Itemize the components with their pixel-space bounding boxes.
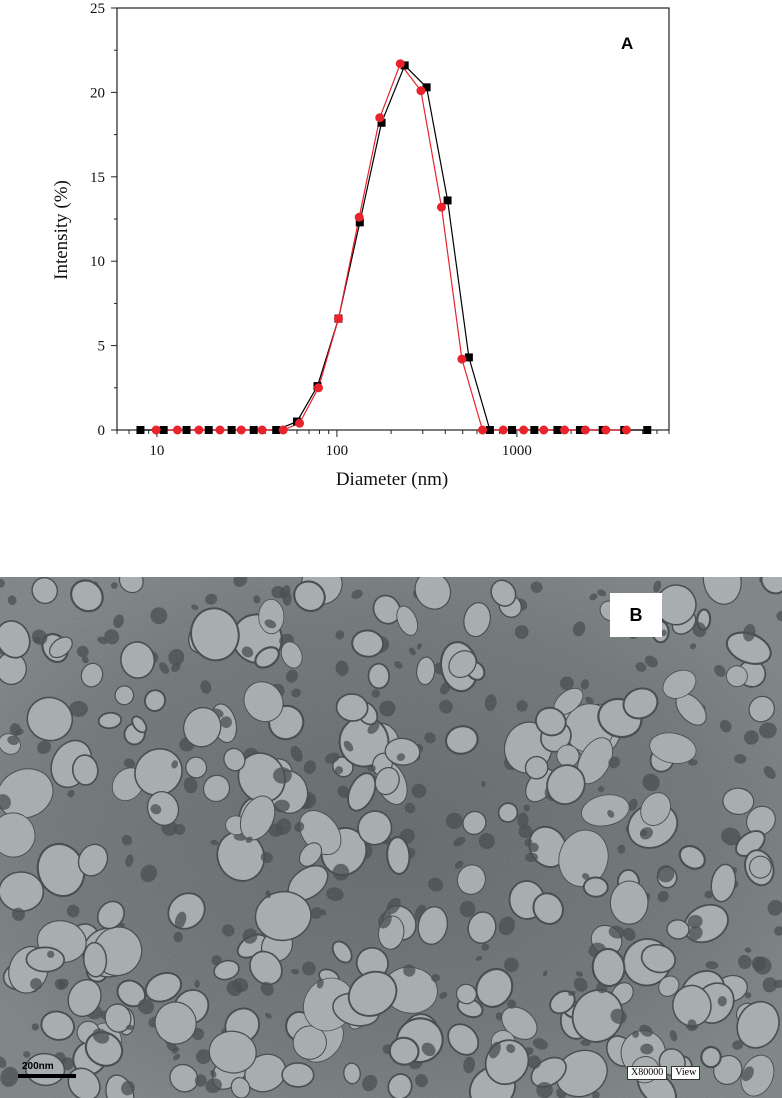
data-point-series-2 [477, 425, 487, 435]
x-tick-label: 10 [149, 443, 164, 459]
data-point-series-2 [151, 425, 161, 435]
x-axis-title: Diameter (nm) [336, 469, 448, 490]
size-distribution-chart: 10 100 1000 0 5 10 15 20 25 A Diameter (nm) Int… [51, 1, 670, 490]
data-point-series-2 [354, 212, 364, 222]
data-point-series-2 [457, 354, 467, 364]
data-point-series-1 [530, 426, 539, 434]
intensity-chart-panel: 10 100 1000 0 5 10 15 20 25 A Diameter (nm) Int… [0, 0, 782, 520]
magnification-value: X80000 [627, 1066, 668, 1080]
y-tick-label: 20 [90, 85, 105, 101]
tem-micrograph-image [0, 577, 782, 1098]
data-point-series-2 [560, 425, 570, 435]
data-point-series-2 [416, 86, 426, 96]
data-point-series-2 [621, 425, 631, 435]
data-point-series-2 [295, 418, 305, 428]
data-point-series-1 [422, 83, 431, 92]
data-point-series-2 [172, 425, 182, 435]
data-point-series-1 [508, 426, 517, 434]
plot-frame [116, 7, 670, 431]
x-tick-label: 1000 [502, 443, 532, 459]
data-point-series-1 [272, 426, 281, 434]
y-axis: 0 5 10 15 20 25 [90, 1, 117, 439]
data-point-series-1 [443, 196, 452, 205]
data-point-series-1 [182, 426, 191, 434]
data-point-series-1 [355, 218, 364, 227]
data-point-series-1 [575, 426, 584, 434]
y-tick-label: 10 [90, 254, 105, 270]
data-point-series-2 [601, 425, 611, 435]
data-point-series-1 [643, 426, 652, 434]
data-point-series-2 [333, 314, 343, 324]
data-point-series-2 [278, 425, 288, 435]
data-point-series-1 [159, 426, 168, 434]
data-point-series-2 [215, 425, 225, 435]
panel-label-b: B [610, 593, 662, 637]
y-axis-title: Intensity (%) [51, 180, 72, 280]
data-point-series-2 [519, 425, 529, 435]
series-line-1 [140, 64, 648, 431]
series-line-2 [156, 62, 627, 431]
data-point-series-2 [580, 425, 590, 435]
scale-bar-label: 200nm [22, 1061, 54, 1072]
x-axis: 10 100 1000 [116, 430, 670, 459]
data-point-series-2 [375, 113, 385, 123]
y-tick-label: 15 [90, 170, 105, 186]
data-point-series-2 [236, 425, 246, 435]
data-point-series-1 [400, 61, 409, 70]
data-point-series-1 [377, 118, 386, 127]
data-point-series-2 [395, 59, 405, 69]
data-point-series-2 [539, 425, 549, 435]
data-point-series-2 [194, 425, 204, 435]
data-point-series-1 [553, 426, 562, 434]
y-tick-label: 25 [90, 1, 105, 17]
data-point-series-1 [249, 426, 258, 434]
data-point-series-2 [313, 383, 323, 393]
y-tick-label: 5 [98, 339, 106, 355]
data-point-series-2 [498, 425, 508, 435]
panel-label-a: A [621, 34, 633, 53]
data-point-series-2 [436, 202, 446, 212]
imaging-mode: View [671, 1066, 701, 1080]
x-tick-label: 100 [326, 443, 349, 459]
scale-bar [18, 1074, 76, 1078]
magnification-info: X80000 View [627, 1066, 701, 1080]
data-point-series-1 [464, 353, 473, 362]
data-point-series-1 [204, 426, 213, 434]
series-layer [136, 59, 652, 435]
data-point-series-2 [257, 425, 267, 435]
y-tick-label: 0 [98, 423, 106, 439]
data-point-series-1 [136, 426, 145, 434]
data-point-series-1 [485, 426, 494, 434]
tem-micrograph-panel: B 200nm X80000 View [0, 577, 782, 1098]
data-point-series-1 [227, 426, 236, 434]
